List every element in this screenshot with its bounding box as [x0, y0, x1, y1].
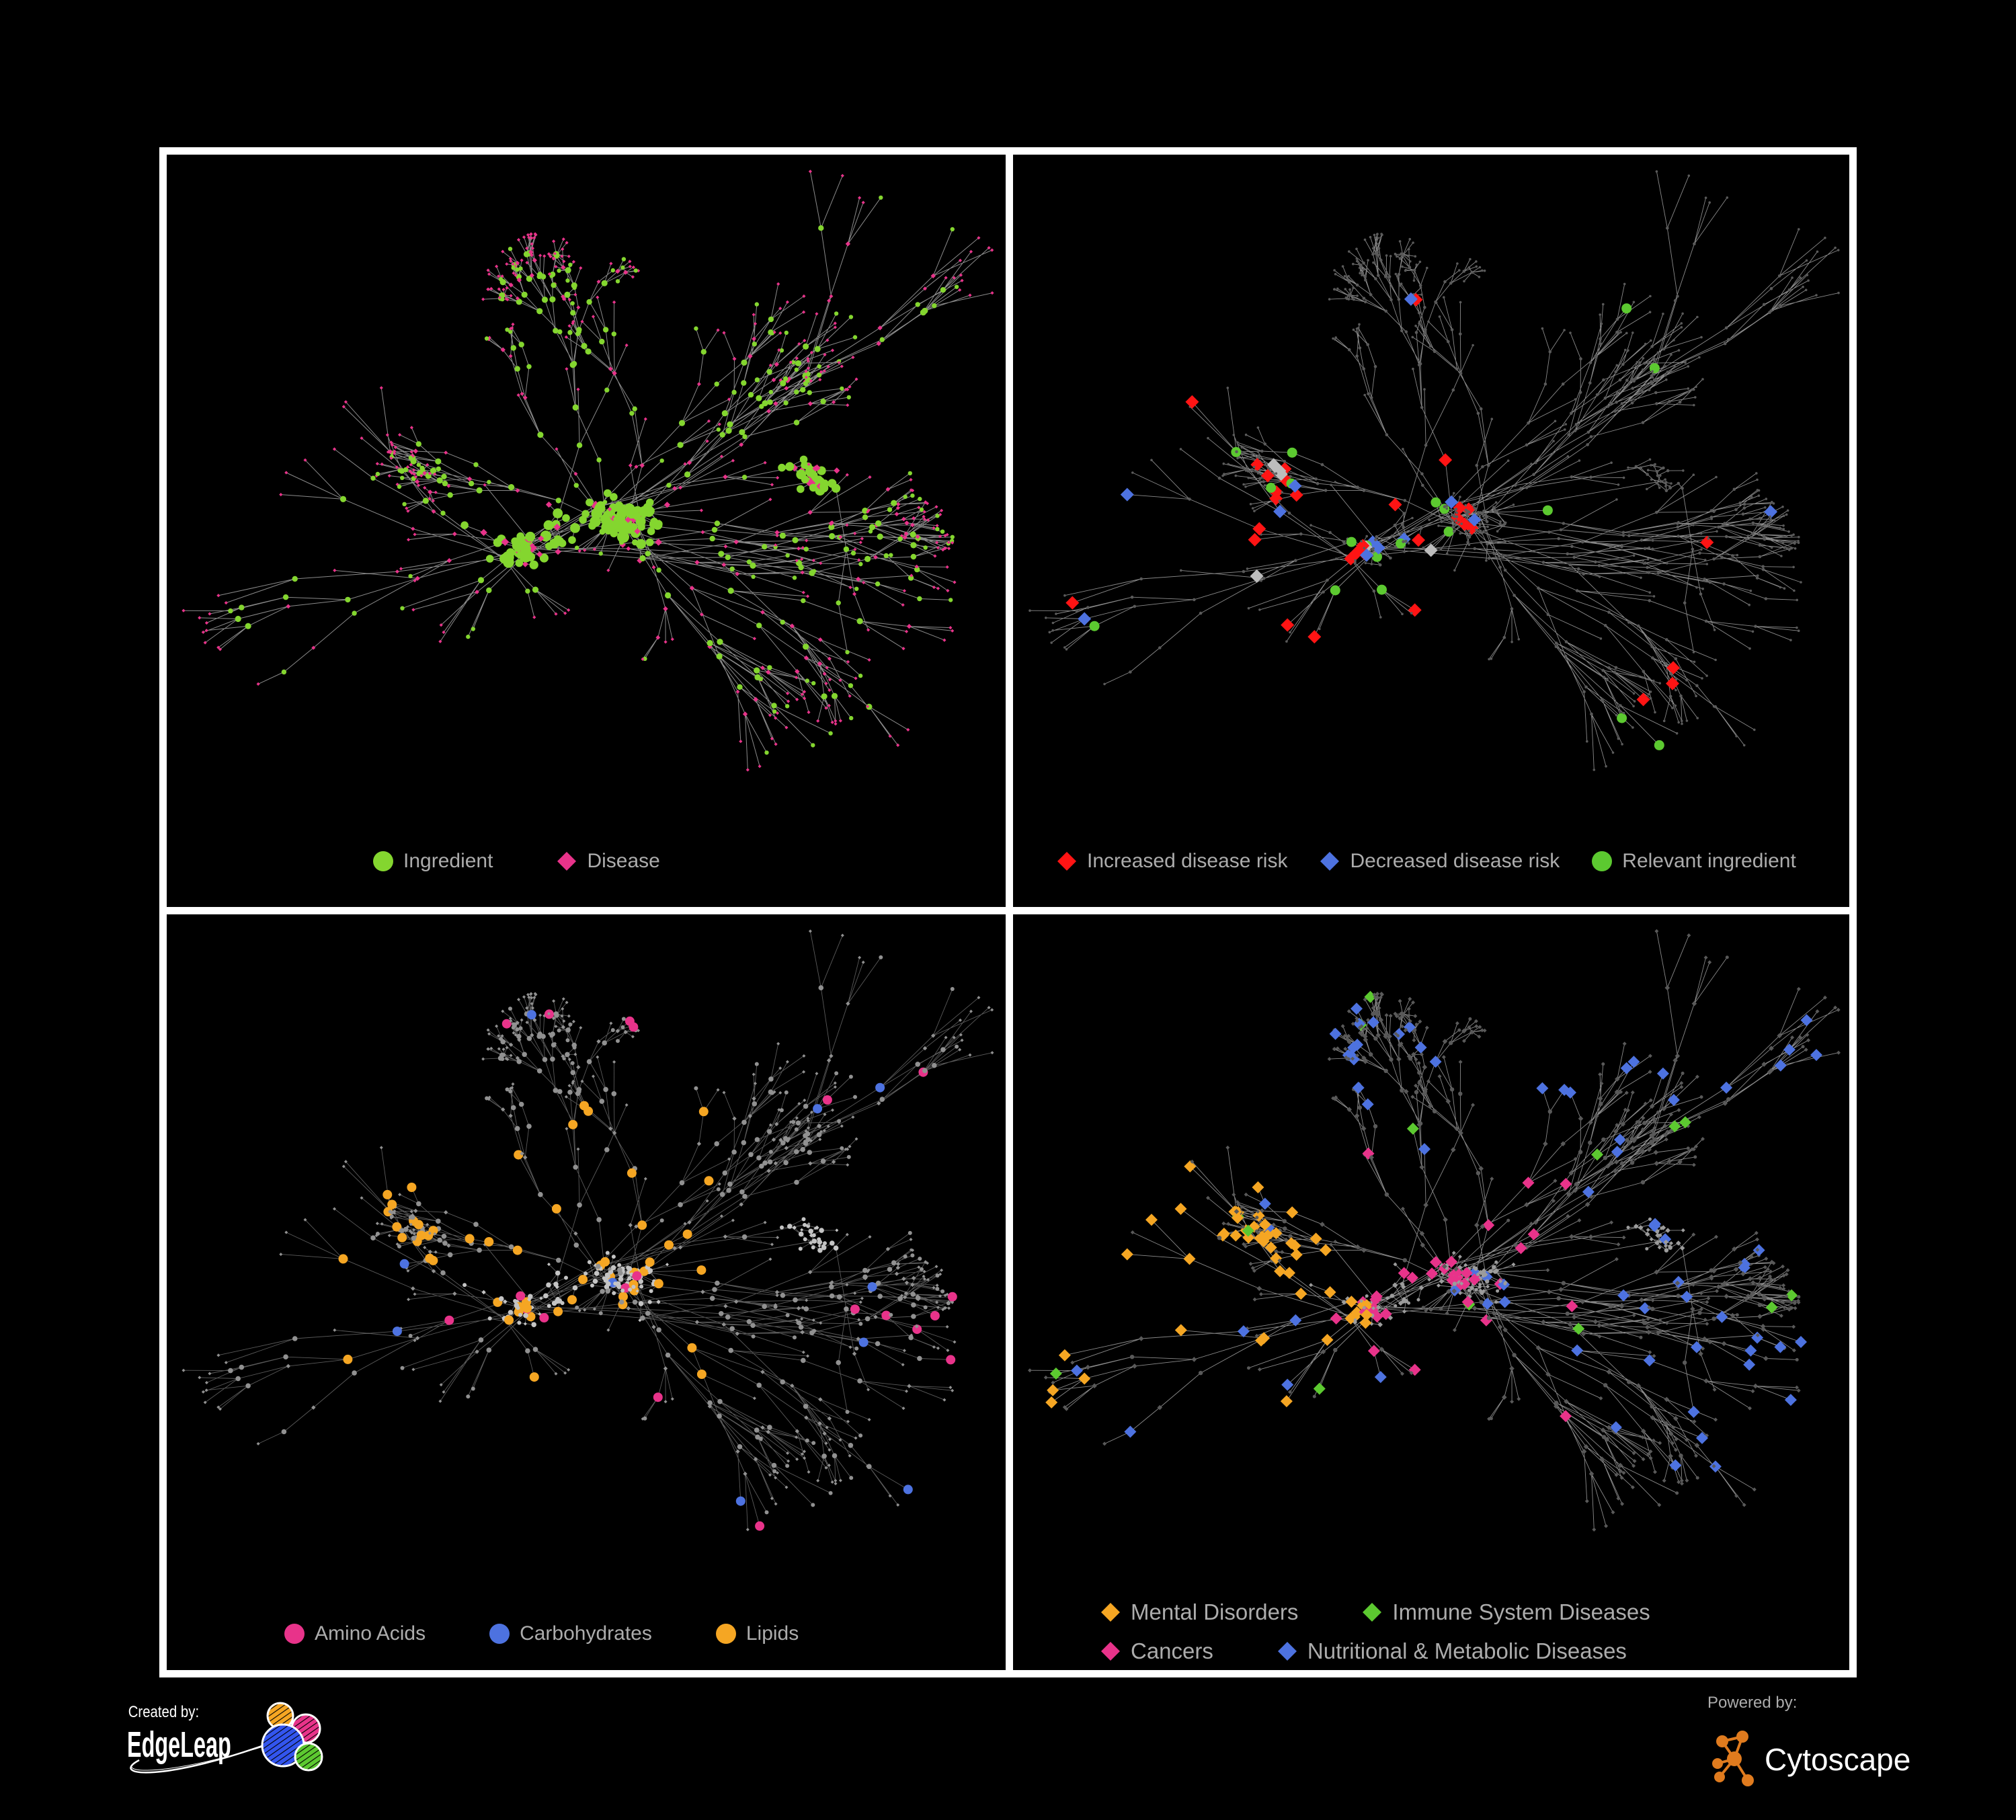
- svg-text:Created by:: Created by:: [128, 1702, 199, 1720]
- svg-text:Cytoscape: Cytoscape: [1765, 1742, 1910, 1777]
- svg-text:EdgeLeap: EdgeLeap: [127, 1725, 231, 1765]
- svg-text:Powered by:: Powered by:: [1707, 1694, 1797, 1712]
